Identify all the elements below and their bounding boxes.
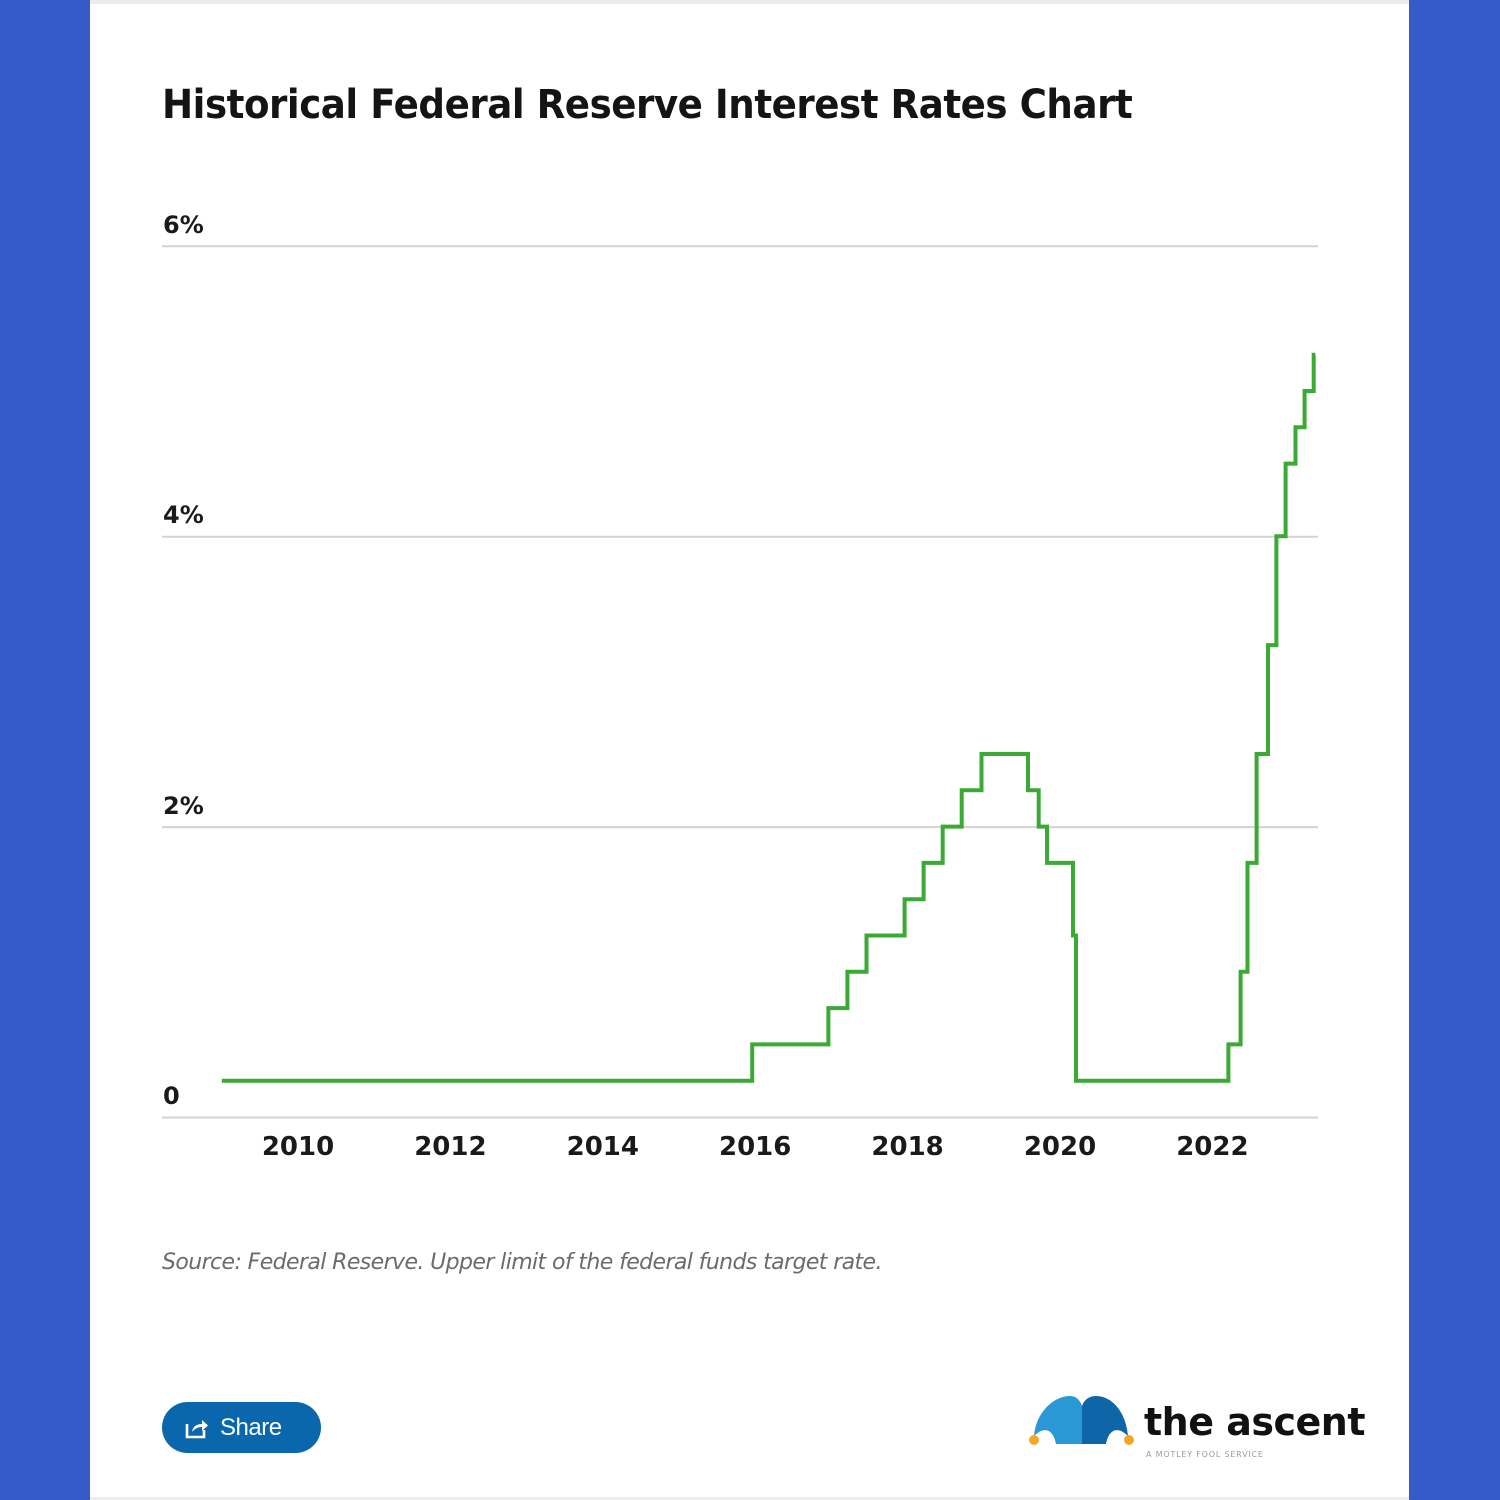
chart-card: Historical Federal Reserve Interest Rate… xyxy=(90,0,1409,1500)
gridlines xyxy=(162,245,1318,1119)
y-tick-label: 0 xyxy=(163,1082,180,1110)
x-tick-label: 2014 xyxy=(566,1132,639,1162)
x-tick-label: 2020 xyxy=(1023,1132,1097,1162)
share-icon xyxy=(185,1419,208,1438)
share-button[interactable]: Share xyxy=(162,1402,321,1453)
brand-tagline: A MOTLEY FOOL SERVICE xyxy=(1146,1450,1264,1459)
x-tick-label: 2016 xyxy=(719,1132,792,1162)
chart-plot xyxy=(162,245,1318,1119)
source-note: Source: Federal Reserve. Upper limit of … xyxy=(162,1250,882,1275)
card-bottom-border xyxy=(90,1497,1409,1500)
y-tick-label: 6% xyxy=(163,210,204,239)
x-tick-label: 2012 xyxy=(414,1132,487,1162)
brand-name: the ascent xyxy=(1144,1400,1366,1444)
x-tick-label: 2018 xyxy=(871,1132,944,1162)
share-label: Share xyxy=(220,1413,282,1441)
card-top-border xyxy=(90,0,1409,4)
y-tick-label: 4% xyxy=(163,501,204,530)
y-tick-label: 2% xyxy=(163,791,204,820)
chart-title: Historical Federal Reserve Interest Rate… xyxy=(162,82,1133,128)
x-tick-label: 2022 xyxy=(1176,1132,1249,1162)
jester-hat-logo-icon xyxy=(1029,1396,1134,1445)
x-tick-label: 2010 xyxy=(261,1132,335,1162)
rate-step-line xyxy=(221,352,1316,1083)
the-ascent-logo[interactable]: the ascent A MOTLEY FOOL SERVICE xyxy=(1026,1390,1366,1470)
